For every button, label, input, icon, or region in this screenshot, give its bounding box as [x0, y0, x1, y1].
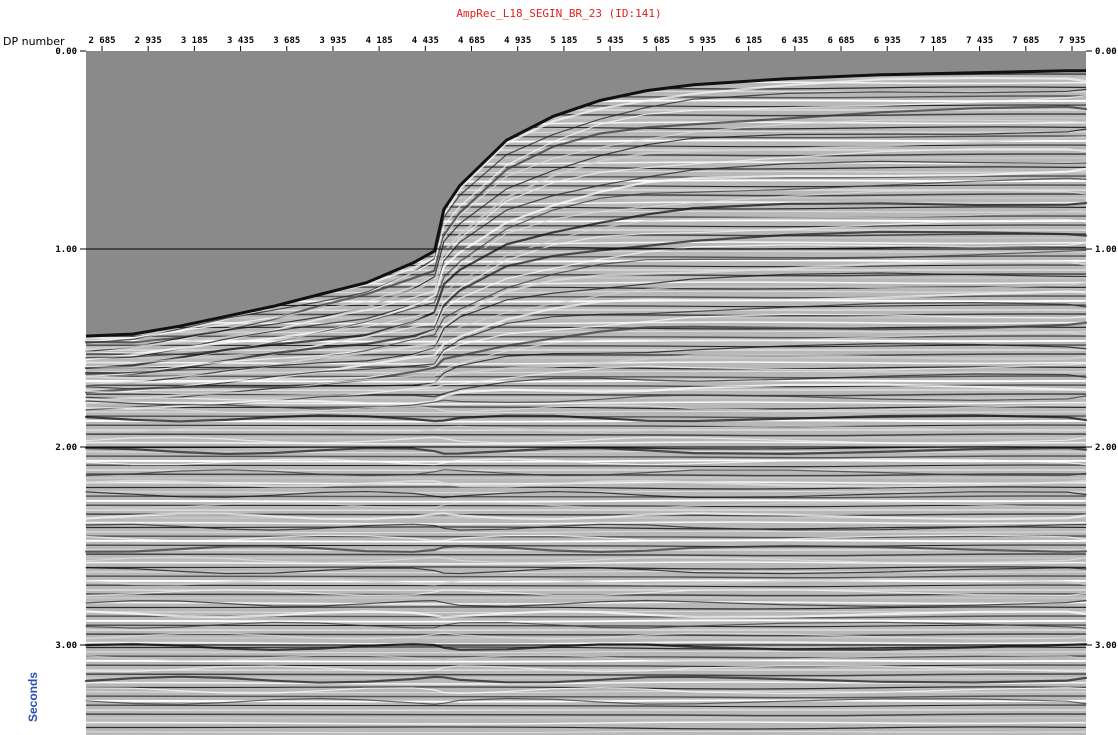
- stratum-line: [85, 588, 1087, 597]
- stratum-line: [85, 469, 1087, 477]
- x-tick-label: 6 685: [828, 36, 855, 46]
- x-tick-label: 3 435: [227, 36, 254, 46]
- stratum-line: [84, 479, 1088, 488]
- x-tick-label: 7 685: [1012, 36, 1039, 46]
- x-axis-ticks: 2 685 2 935 3 185 3 435 3 685 3 935 4 185 4 435…: [88, 36, 1086, 51]
- x-tick-label: 4 435: [412, 36, 439, 46]
- stratum-line: [85, 425, 1087, 433]
- stratum-line: [85, 148, 1087, 354]
- stratum-line: [84, 167, 1088, 361]
- x-tick-label: 3 685: [273, 36, 300, 46]
- stratum-line: [85, 501, 1087, 510]
- water-column: [86, 51, 1086, 337]
- stratum-line: [84, 675, 1088, 684]
- x-tick-label: 3 185: [181, 36, 208, 46]
- x-tick-label: 2 685: [88, 36, 115, 46]
- stratum-line: [84, 512, 1088, 521]
- stratum-line: [84, 642, 1088, 652]
- stratum-line: [85, 490, 1087, 499]
- stratum-line: [85, 119, 1087, 349]
- x-tick-label: 4 935: [504, 36, 531, 46]
- stratum-line: [85, 436, 1087, 444]
- stratum-line: [84, 353, 1088, 403]
- x-tick-label: 7 935: [1058, 36, 1085, 46]
- x-tick-label: 5 685: [643, 36, 670, 46]
- stratum-line: [85, 458, 1087, 466]
- stratum-line: [84, 76, 1088, 340]
- y-tick-label: 2.00: [1095, 443, 1117, 453]
- stratum-line: [85, 523, 1087, 531]
- stratum-line: [85, 313, 1087, 394]
- stratum-line: [85, 281, 1087, 386]
- x-tick-label: 6 185: [735, 36, 762, 46]
- stratum-line: [85, 128, 1087, 353]
- stratum-line: [85, 88, 1087, 344]
- y-tick-label: 3.00: [55, 641, 77, 651]
- x-tick-label: 6 435: [781, 36, 808, 46]
- stratum-line: [84, 577, 1088, 586]
- stratum-line: [84, 321, 1088, 394]
- stratum-line: [85, 394, 1087, 411]
- y-axis-ticks-left: 0.00 1.00 2.00 3.00: [55, 47, 86, 651]
- x-tick-label: 4 685: [458, 36, 485, 46]
- y-tick-label: 0.00: [1095, 47, 1117, 57]
- x-tick-label: 5 185: [550, 36, 577, 46]
- x-tick-label: 3 935: [319, 36, 346, 46]
- stratum-line: [85, 342, 1087, 400]
- stratum-line: [84, 230, 1088, 375]
- timelines: [86, 248, 1086, 646]
- y-tick-label: 1.00: [1095, 245, 1117, 255]
- stratum-line: [84, 260, 1088, 380]
- stratum-line: [84, 136, 1088, 351]
- stratum-line: [85, 567, 1087, 575]
- stratum-line: [85, 160, 1087, 359]
- stratum-line: [85, 404, 1087, 414]
- stratum-line: [85, 249, 1087, 376]
- seafloor-horizon: [85, 69, 1086, 338]
- stratum-line: [84, 414, 1088, 423]
- y-tick-label: 0.00: [55, 47, 77, 57]
- x-axis-caption: DP number: [3, 35, 65, 48]
- stratum-line: [85, 697, 1087, 706]
- stratum-line: [85, 534, 1087, 542]
- y-axis-ticks-right: 0.00 1.00 2.00 3.00: [1086, 47, 1117, 651]
- stratum-line: [84, 610, 1088, 619]
- x-tick-label: 7 185: [920, 36, 947, 46]
- tilted-strata: [84, 76, 1088, 706]
- x-tick-label: 5 435: [597, 36, 624, 46]
- stratum-line: [85, 599, 1087, 608]
- stratum-line: [85, 654, 1087, 662]
- stratum-line: [84, 105, 1088, 344]
- section-title: AmpRec_L18_SEGIN_BR_23 (ID:141): [456, 7, 662, 20]
- x-tick-label: 6 935: [874, 36, 901, 46]
- stratum-line: [84, 383, 1088, 410]
- stratum-line: [84, 290, 1088, 384]
- y-tick-label: 2.00: [55, 443, 77, 453]
- stratum-line: [84, 544, 1088, 554]
- stratum-line: [85, 208, 1087, 368]
- stratum-line: [85, 632, 1087, 640]
- stratum-line: [85, 362, 1087, 401]
- stratum-line: [85, 556, 1087, 564]
- stratum-line: [84, 446, 1088, 456]
- y-tick-label: 3.00: [1095, 641, 1117, 651]
- x-tick-label: 7 435: [966, 36, 993, 46]
- stratum-line: [85, 272, 1087, 384]
- stratum-line: [84, 201, 1088, 369]
- y-tick-label: 1.00: [55, 245, 77, 255]
- x-tick-label: 2 935: [135, 36, 162, 46]
- stratum-line: [85, 95, 1087, 343]
- stratum-line: [85, 665, 1087, 673]
- x-tick-label: 4 185: [366, 36, 393, 46]
- x-tick-label: 5 935: [689, 36, 716, 46]
- stratum-line: [85, 621, 1087, 629]
- stratum-line: [85, 686, 1087, 695]
- stratum-line: [85, 242, 1087, 378]
